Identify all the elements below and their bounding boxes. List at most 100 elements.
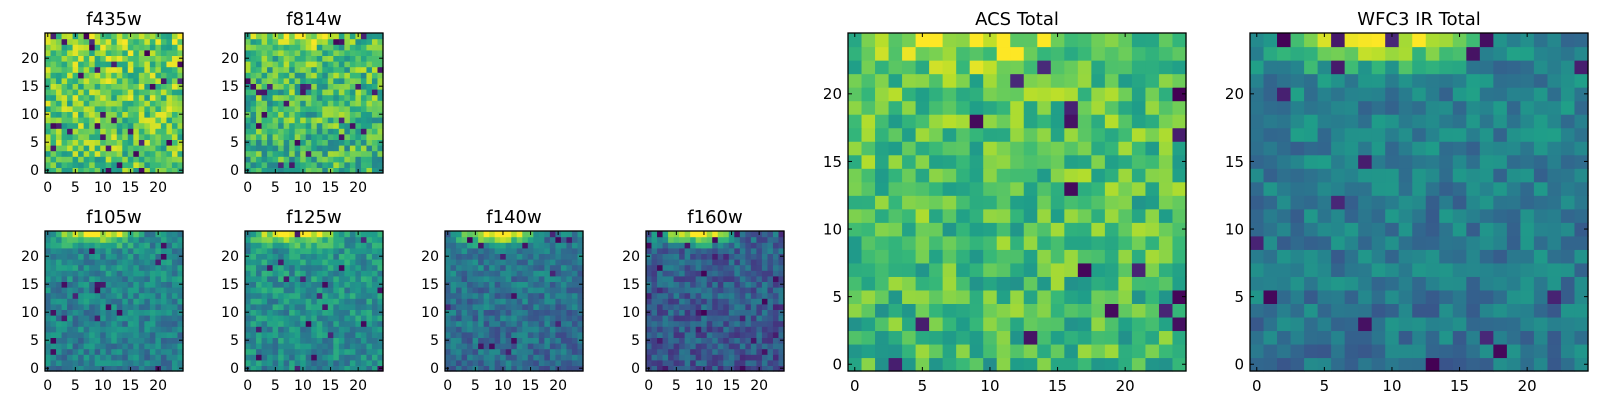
heatmap-cell [478, 315, 485, 322]
heatmap-cell [1304, 262, 1319, 277]
heatmap-cell [122, 122, 129, 129]
heatmap-cell [272, 44, 279, 51]
heatmap-cell [149, 242, 156, 249]
heatmap-cell [305, 77, 312, 84]
heatmap-cell [366, 275, 373, 282]
heatmap-cell [1574, 195, 1589, 210]
heatmap-cell [527, 298, 534, 305]
heatmap-cell [116, 156, 123, 163]
heatmap-cell [767, 253, 774, 260]
heatmap-cell [278, 309, 285, 316]
heatmap-cell [1050, 343, 1065, 359]
heatmap-cell [1466, 154, 1481, 169]
heatmap-cell [472, 275, 479, 282]
heatmap-cell [311, 275, 318, 282]
heatmap-cell [456, 320, 463, 327]
heatmap-cell [311, 89, 318, 96]
heatmap-cell [1385, 222, 1400, 237]
heatmap-cell [138, 122, 145, 129]
heatmap-cell [445, 315, 452, 322]
heatmap-cell [133, 281, 140, 288]
heatmap-cell [245, 156, 252, 163]
heatmap-cell [750, 242, 757, 249]
heatmap-cell [1172, 276, 1187, 291]
heatmap-cell [1050, 87, 1065, 102]
heatmap-cell [338, 231, 345, 238]
heatmap-cell [848, 154, 863, 169]
heatmap-cell [1358, 208, 1373, 223]
heatmap-cell [902, 235, 917, 250]
heatmap-cell [1560, 222, 1576, 237]
heatmap-cell [100, 117, 107, 124]
heatmap-cell [1425, 343, 1440, 359]
heatmap-cell [45, 77, 52, 84]
heatmap-cell [83, 365, 90, 372]
heatmap-cell [349, 275, 356, 282]
heatmap-cell [94, 66, 101, 73]
heatmap-cell [1037, 289, 1052, 304]
heatmap-cell [1118, 181, 1133, 196]
heatmap-cell [1091, 222, 1106, 237]
heatmap-cell [778, 343, 785, 350]
heatmap-cell [996, 33, 1011, 48]
heatmap-cell [1493, 316, 1508, 332]
heatmap-cell [1385, 208, 1400, 223]
heatmap-cell [171, 259, 179, 266]
heatmap-cell [355, 133, 362, 140]
heatmap-cell [1533, 168, 1549, 183]
heatmap-cell [111, 49, 118, 56]
heatmap-cell [1533, 235, 1549, 250]
heatmap-cell [83, 150, 90, 157]
heatmap-cell [267, 145, 274, 152]
heatmap-cell [78, 354, 85, 361]
heatmap-cell [338, 161, 345, 168]
heatmap-cell [902, 141, 917, 156]
heatmap-cell [745, 343, 752, 350]
heatmap-cell [695, 236, 702, 243]
heatmap-cell [366, 259, 373, 266]
heatmap-cell [1466, 289, 1481, 304]
heatmap-cell [366, 298, 373, 305]
heatmap-cell [969, 141, 984, 156]
heatmap-cell [100, 242, 107, 249]
heatmap-cell [283, 100, 290, 107]
heatmap-cell [577, 331, 584, 338]
heatmap-cell [72, 117, 79, 124]
heatmap-cell [456, 264, 463, 271]
heatmap-cell [138, 303, 145, 310]
heatmap-cell [1250, 357, 1265, 372]
heatmap-cell [571, 236, 579, 243]
heatmap-cell [483, 315, 490, 322]
heatmap-cell [1520, 289, 1535, 304]
heatmap-cell [1023, 73, 1038, 88]
heatmap-cell [116, 320, 123, 327]
heatmap-cell [461, 253, 468, 260]
heatmap-cell [1452, 289, 1467, 304]
heatmap-cell [1466, 303, 1481, 318]
heatmap-cell [333, 83, 340, 90]
heatmap-cell [67, 270, 74, 277]
heatmap-cell [456, 303, 463, 310]
heatmap-cell [1466, 262, 1481, 277]
heatmap-cell [450, 315, 457, 322]
heatmap-cell [679, 231, 686, 238]
heatmap-cell [245, 38, 252, 45]
heatmap-cell [166, 77, 173, 84]
heatmap-cell [67, 89, 74, 96]
heatmap-cell [942, 316, 957, 332]
heatmap-cell [322, 161, 329, 168]
heatmap-cell [701, 337, 708, 344]
heatmap-cell [333, 72, 340, 79]
heatmap-cell [272, 303, 279, 310]
heatmap-cell [527, 359, 534, 366]
heatmap-cell [83, 292, 90, 299]
heatmap-cell [888, 343, 903, 359]
heatmap-cell [272, 253, 279, 260]
heatmap-cell [50, 348, 57, 355]
heatmap-cell [250, 292, 257, 299]
heatmap-cell [245, 89, 252, 96]
heatmap-cell [166, 326, 173, 333]
heatmap-cell [723, 354, 730, 361]
heatmap-cell [1023, 87, 1038, 102]
